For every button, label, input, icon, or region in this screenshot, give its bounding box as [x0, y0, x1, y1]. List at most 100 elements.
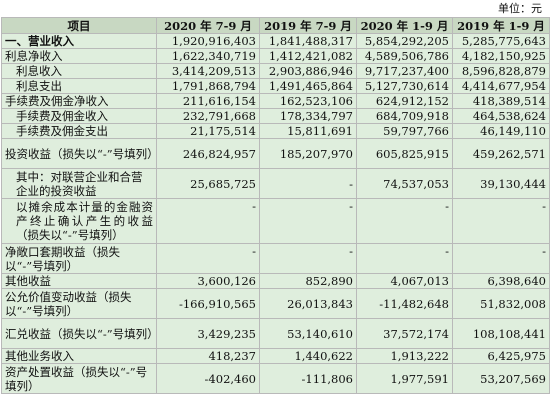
cell-value: 53,140,610	[259, 318, 357, 349]
row-label: 公允价值变动收益（损失以“-”号填列）	[1, 288, 157, 319]
table-row: 投资收益（损失以“-”号填列） 246,824,957 185,207,970 …	[1, 138, 550, 169]
cell-value: -	[259, 198, 357, 244]
row-label: 汇兑收益（损失以“-”号填列）	[1, 318, 157, 349]
table-row: 利息净收入 1,622,340,719 1,412,421,082 4,589,…	[1, 48, 550, 64]
cell-value: 464,538,624	[452, 108, 550, 124]
cell-value: 5,854,292,205	[356, 33, 453, 49]
cell-value: 5,285,775,643	[452, 33, 550, 49]
cell-value: 852,890	[259, 273, 357, 289]
cell-value: 74,537,053	[356, 168, 453, 199]
cell-value: 3,414,209,513	[156, 63, 260, 79]
cell-value: 3,600,126	[156, 273, 260, 289]
cell-value: 684,709,918	[356, 108, 453, 124]
table-row: 汇兑收益（损失以“-”号填列） 3,429,235 53,140,610 37,…	[1, 318, 550, 349]
cell-value: 2,903,886,946	[259, 63, 357, 79]
row-label: 其中：对联营企业和合营企业的投资收益	[1, 168, 157, 199]
cell-value: 1,440,622	[259, 348, 357, 364]
cell-value: 185,207,970	[259, 138, 357, 169]
income-statement-table: 项目 2020 年 7-9 月 2019 年 7-9 月 2020 年 1-9 …	[1, 17, 550, 394]
cell-value: 59,797,766	[356, 123, 453, 139]
cell-value: 4,067,013	[356, 273, 453, 289]
cell-value: 26,013,843	[259, 288, 357, 319]
cell-value: 246,824,957	[156, 138, 260, 169]
cell-value: -	[356, 243, 453, 274]
cell-value: 418,389,514	[452, 93, 550, 109]
table-row: 以摊余成本计量的金融资产终止确认产生的收益（损失以“-”号填列） - - - -	[1, 198, 550, 244]
cell-value: 5,127,730,614	[356, 78, 453, 94]
table-row: 利息收入 3,414,209,513 2,903,886,946 9,717,2…	[1, 63, 550, 79]
row-label: 投资收益（损失以“-”号填列）	[1, 138, 157, 169]
table-row: 资产处置收益（损失以“-”号填列） -402,460 -111,806 1,97…	[1, 363, 550, 394]
column-header-2019-ytd: 2019 年 1-9 月	[452, 17, 550, 34]
table-row: 其中：对联营企业和合营企业的投资收益 25,685,725 - 74,537,0…	[1, 168, 550, 199]
cell-value: 1,791,868,794	[156, 78, 260, 94]
cell-value: -	[156, 243, 260, 274]
cell-value: -402,460	[156, 363, 260, 394]
cell-value: -	[156, 198, 260, 244]
cell-value: 3,429,235	[156, 318, 260, 349]
table-row: 手续费及佣金支出 21,175,514 15,811,691 59,797,76…	[1, 123, 550, 139]
row-label: 手续费及佣金支出	[1, 123, 157, 139]
cell-value: 418,237	[156, 348, 260, 364]
table-row: 其他收益 3,600,126 852,890 4,067,013 6,398,6…	[1, 273, 550, 289]
cell-value: 211,616,154	[156, 93, 260, 109]
cell-value: 178,334,797	[259, 108, 357, 124]
cell-value: -166,910,565	[156, 288, 260, 319]
cell-value: 37,572,174	[356, 318, 453, 349]
cell-value: 1,977,591	[356, 363, 453, 394]
cell-value: 1,920,916,403	[156, 33, 260, 49]
row-label: 利息收入	[1, 63, 157, 79]
cell-value: 4,182,150,925	[452, 48, 550, 64]
table-row: 手续费及佣金收入 232,791,668 178,334,797 684,709…	[1, 108, 550, 124]
cell-value: -	[259, 168, 357, 199]
cell-value: 6,425,975	[452, 348, 550, 364]
row-label: 手续费及佣金收入	[1, 108, 157, 124]
cell-value: 15,811,691	[259, 123, 357, 139]
cell-value: 53,207,569	[452, 363, 550, 394]
cell-value: 232,791,668	[156, 108, 260, 124]
cell-value: 108,108,441	[452, 318, 550, 349]
cell-value: 51,832,008	[452, 288, 550, 319]
table-row: 利息支出 1,791,868,794 1,491,465,864 5,127,7…	[1, 78, 550, 94]
cell-value: 39,130,444	[452, 168, 550, 199]
cell-value: 25,685,725	[156, 168, 260, 199]
cell-value: -	[259, 243, 357, 274]
cell-value: 46,149,110	[452, 123, 550, 139]
row-label: 利息支出	[1, 78, 157, 94]
table-row: 一、营业收入 1,920,916,403 1,841,488,317 5,854…	[1, 33, 550, 49]
row-label: 净敞口套期收益（损失以“-”号填列）	[1, 243, 157, 274]
row-label: 其他业务收入	[1, 348, 157, 364]
table-row: 其他业务收入 418,237 1,440,622 1,913,222 6,425…	[1, 348, 550, 364]
table-header-row: 项目 2020 年 7-9 月 2019 年 7-9 月 2020 年 1-9 …	[1, 17, 550, 34]
column-header-2019-q3: 2019 年 7-9 月	[259, 17, 357, 34]
cell-value: 8,596,828,879	[452, 63, 550, 79]
row-label: 以摊余成本计量的金融资产终止确认产生的收益（损失以“-”号填列）	[1, 198, 157, 244]
column-header-item: 项目	[1, 17, 157, 34]
cell-value: 459,262,571	[452, 138, 550, 169]
cell-value: -	[452, 243, 550, 274]
cell-value: 1,913,222	[356, 348, 453, 364]
cell-value: -	[452, 198, 550, 244]
table-row: 手续费及佣金净收入 211,616,154 162,523,106 624,91…	[1, 93, 550, 109]
row-label: 利息净收入	[1, 48, 157, 64]
cell-value: 6,398,640	[452, 273, 550, 289]
row-label: 其他收益	[1, 273, 157, 289]
cell-value: 605,825,915	[356, 138, 453, 169]
row-label: 一、营业收入	[1, 33, 157, 49]
cell-value: 21,175,514	[156, 123, 260, 139]
row-label: 手续费及佣金净收入	[1, 93, 157, 109]
cell-value: 1,841,488,317	[259, 33, 357, 49]
cell-value: -	[356, 198, 453, 244]
cell-value: 1,622,340,719	[156, 48, 260, 64]
cell-value: 9,717,237,400	[356, 63, 453, 79]
cell-value: -11,482,648	[356, 288, 453, 319]
column-header-2020-ytd: 2020 年 1-9 月	[356, 17, 453, 34]
row-label: 资产处置收益（损失以“-”号填列）	[1, 363, 157, 394]
column-header-2020-q3: 2020 年 7-9 月	[156, 17, 260, 34]
cell-value: 4,589,506,786	[356, 48, 453, 64]
cell-value: 4,414,677,954	[452, 78, 550, 94]
cell-value: 1,412,421,082	[259, 48, 357, 64]
cell-value: 162,523,106	[259, 93, 357, 109]
unit-label: 单位：元	[498, 2, 542, 15]
table-row: 净敞口套期收益（损失以“-”号填列） - - - -	[1, 243, 550, 274]
